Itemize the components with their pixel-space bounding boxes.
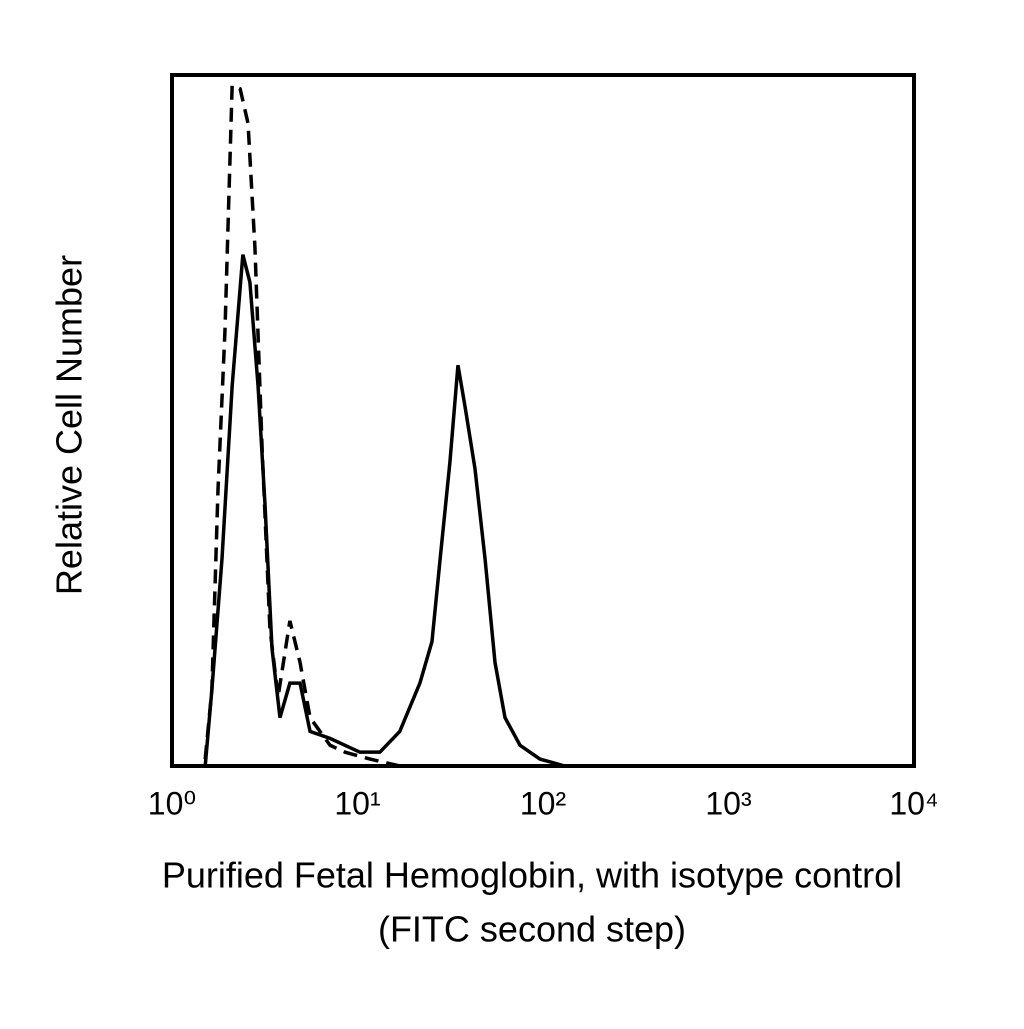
histogram-curve: [203, 254, 566, 768]
x-tick-label: 10³: [705, 785, 752, 821]
x-tick-label: 10¹: [334, 785, 380, 821]
x-tick-label: 10⁴: [889, 785, 938, 821]
y-axis-label: Relative Cell Number: [49, 255, 90, 595]
x-axis-label: (FITC second step): [378, 909, 686, 950]
x-axis-label: Purified Fetal Hemoglobin, with isotype …: [162, 855, 902, 896]
x-tick-label: 10²: [520, 785, 567, 821]
x-tick-label: 10⁰: [148, 785, 196, 821]
histogram-curve: [203, 82, 401, 768]
plot-frame: [170, 73, 916, 768]
